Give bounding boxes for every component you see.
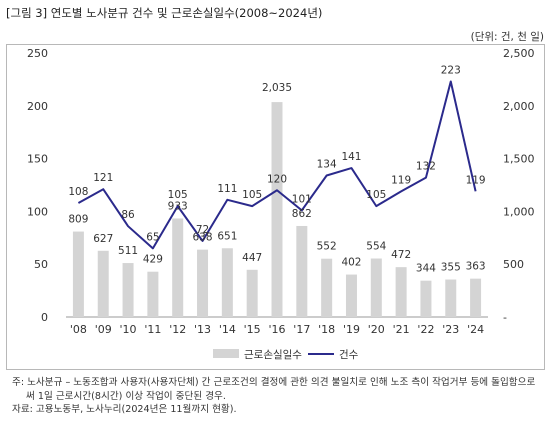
y-left-tick-label: 250	[27, 47, 48, 60]
y-right-tick-label: 2,500	[503, 47, 535, 60]
chart-title: [그림 3] 연도별 노사분규 건수 및 근로손실일수(2008~2024년)	[6, 6, 323, 20]
x-tick-label: '13	[194, 323, 211, 336]
x-tick-label: '18	[318, 323, 335, 336]
line-value-label: 65	[146, 231, 159, 243]
line-value-label: 105	[366, 189, 386, 201]
legend-swatch-bar	[213, 349, 239, 358]
line-value-label: 141	[341, 151, 361, 163]
bar-work-loss-days	[97, 250, 109, 317]
x-tick-label: '11	[144, 323, 161, 336]
bar-work-loss-days	[221, 248, 233, 317]
bar-value-label: 429	[143, 254, 163, 266]
bar-work-loss-days	[246, 269, 258, 317]
bar-value-label: 627	[93, 233, 113, 245]
y-left-tick-label: 0	[41, 311, 48, 324]
bar-value-label: 511	[118, 245, 138, 257]
bar-work-loss-days	[420, 280, 432, 317]
y-right-tick-label: 500	[503, 258, 524, 271]
y-right-tick-label: 1,000	[503, 205, 535, 218]
x-tick-label: '08	[70, 323, 87, 336]
bar-value-label: 809	[68, 214, 88, 226]
source-line: 자료: 고용노동부, 노사누리(2024년은 11월까지 현황).	[12, 404, 237, 415]
chart-frame	[6, 44, 545, 370]
bar-value-label: 2,035	[262, 82, 292, 94]
bar-value-label: 638	[193, 232, 213, 244]
bar-work-loss-days	[271, 102, 283, 317]
bar-value-label: 472	[391, 249, 411, 261]
x-tick-label: '12	[169, 323, 186, 336]
y-left-tick-label: 150	[27, 153, 48, 166]
line-value-label: 72	[196, 224, 209, 236]
note-line-1: 주: 노사분규 – 노동조합과 사용자(사용자단체) 간 근로조건의 결정에 관…	[12, 377, 536, 388]
legend-label-bar: 근로손실일수	[244, 348, 302, 361]
x-tick-label: '21	[393, 323, 410, 336]
bar-value-label: 862	[292, 208, 312, 220]
x-tick-label: '10	[120, 323, 137, 336]
bar-value-label: 447	[242, 252, 262, 264]
y-right-tick-label: 2,000	[503, 100, 535, 113]
line-value-label: 101	[292, 193, 312, 205]
bar-work-loss-days	[296, 225, 308, 317]
line-value-label: 108	[68, 186, 88, 198]
x-tick-label: '23	[442, 323, 459, 336]
line-value-label: 105	[242, 189, 262, 201]
y-left-tick-label: 100	[27, 205, 48, 218]
footnotes: 주: 노사분규 – 노동조합과 사용자(사용자단체) 간 근로조건의 결정에 관…	[12, 376, 535, 417]
x-tick-label: '14	[219, 323, 236, 336]
bar-work-loss-days	[445, 279, 457, 317]
y-left-tick-label: 200	[27, 100, 48, 113]
line-value-label: 86	[121, 209, 135, 221]
bar-work-loss-days	[147, 271, 159, 317]
bar-work-loss-days	[345, 274, 357, 317]
bar-work-loss-days	[172, 218, 184, 317]
line-value-label: 119	[466, 174, 486, 186]
x-tick-label: '09	[95, 323, 112, 336]
bar-value-label: 554	[366, 240, 386, 252]
bar-work-loss-days	[122, 263, 134, 317]
line-value-label: 120	[267, 173, 287, 185]
line-dispute-count	[77, 80, 477, 250]
x-tick-label: '22	[417, 323, 434, 336]
x-tick-label: '20	[368, 323, 385, 336]
line-value-label: 134	[317, 158, 337, 170]
y-left-tick-label: 50	[34, 258, 48, 271]
line-value-label: 132	[416, 161, 436, 173]
bar-value-label: 363	[466, 261, 486, 273]
line-value-label: 105	[168, 189, 188, 201]
x-tick-label: '19	[343, 323, 360, 336]
line-value-label: 111	[217, 183, 237, 195]
bar-work-loss-days	[197, 249, 209, 317]
bar-value-label: 402	[341, 257, 361, 269]
x-tick-label: '16	[268, 323, 285, 336]
line-value-label: 119	[391, 174, 411, 186]
bar-value-label: 344	[416, 263, 436, 275]
legend-label-line: 건수	[339, 349, 359, 361]
bar-value-label: 651	[217, 230, 237, 242]
note-line-2: 써 1일 근로시간(8시간) 이상 작업이 중단된 경우.	[26, 390, 226, 402]
bar-value-label: 933	[168, 200, 188, 212]
line-value-label: 223	[441, 65, 461, 77]
bar-work-loss-days	[395, 267, 407, 317]
line-value-label: 121	[93, 172, 113, 184]
x-tick-label: '17	[293, 323, 310, 336]
bar-value-label: 552	[317, 241, 337, 253]
x-tick-label: '15	[244, 323, 261, 336]
bar-work-loss-days	[370, 258, 382, 317]
y-right-tick-label: -	[503, 311, 507, 324]
y-right-tick-label: 1,500	[503, 153, 535, 166]
bar-work-loss-days	[470, 278, 482, 317]
x-tick-label: '24	[467, 323, 484, 336]
bar-work-loss-days	[321, 258, 333, 317]
bar-work-loss-days	[72, 231, 84, 317]
bar-value-label: 355	[441, 262, 461, 274]
unit-note: (단위: 건, 천 일)	[470, 31, 544, 43]
